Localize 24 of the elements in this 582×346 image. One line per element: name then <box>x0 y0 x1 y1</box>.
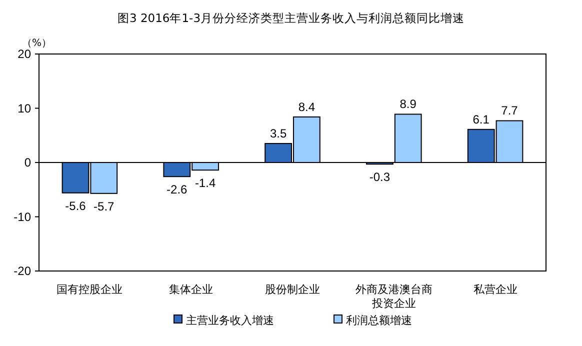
data-label: -1.4 <box>194 176 216 190</box>
data-label: 8.4 <box>298 100 316 114</box>
y-tick-label: -20 <box>14 264 32 278</box>
x-tick-label: 国有控股企业 <box>56 283 123 296</box>
y-axis-title: （%） <box>22 38 52 49</box>
legend-label: 利润总额增速 <box>346 314 412 327</box>
data-label: 3.5 <box>270 126 287 141</box>
y-tick-label: 0 <box>24 156 32 170</box>
data-label: 6.1 <box>472 112 490 126</box>
legend-label: 主营业务收入增速 <box>186 314 274 327</box>
x-tick-label: 私营企业 <box>473 283 518 296</box>
data-label: -5.7 <box>94 199 115 214</box>
y-tick-label: 10 <box>18 101 32 116</box>
data-label: -5.6 <box>65 198 86 213</box>
chart-title: 图3 2016年1-3月份分经济类型主营业务收入与利润总额同比增速 <box>117 11 465 25</box>
y-tick-label: 20 <box>18 47 32 61</box>
data-label: -0.3 <box>369 170 390 184</box>
data-label: 7.7 <box>501 104 518 118</box>
x-tick-label: 集体企业 <box>169 283 214 296</box>
y-tick-label: -10 <box>14 210 32 224</box>
x-tick-label: 股份制企业 <box>265 283 320 296</box>
x-tick-label: 外商及港澳台商投资企业 <box>355 283 432 310</box>
data-label: 8.9 <box>400 97 417 112</box>
data-label: -2.6 <box>166 182 188 197</box>
